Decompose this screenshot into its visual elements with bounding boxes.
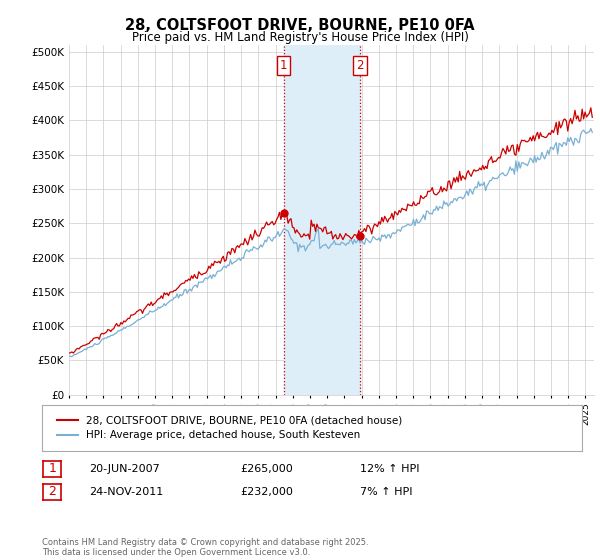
Text: 1: 1 <box>280 59 287 72</box>
Text: 2: 2 <box>48 485 56 498</box>
Text: £265,000: £265,000 <box>240 464 293 474</box>
Text: 2: 2 <box>356 59 364 72</box>
Text: 1: 1 <box>48 462 56 475</box>
Legend: 28, COLTSFOOT DRIVE, BOURNE, PE10 0FA (detached house), HPI: Average price, deta: 28, COLTSFOOT DRIVE, BOURNE, PE10 0FA (d… <box>53 411 406 445</box>
Text: Price paid vs. HM Land Registry's House Price Index (HPI): Price paid vs. HM Land Registry's House … <box>131 31 469 44</box>
Text: 24-NOV-2011: 24-NOV-2011 <box>89 487 163 497</box>
Text: £232,000: £232,000 <box>240 487 293 497</box>
Text: Contains HM Land Registry data © Crown copyright and database right 2025.
This d: Contains HM Land Registry data © Crown c… <box>42 538 368 557</box>
Bar <box>284 45 360 395</box>
Text: 28, COLTSFOOT DRIVE, BOURNE, PE10 0FA: 28, COLTSFOOT DRIVE, BOURNE, PE10 0FA <box>125 18 475 34</box>
Text: 12% ↑ HPI: 12% ↑ HPI <box>360 464 419 474</box>
Text: 7% ↑ HPI: 7% ↑ HPI <box>360 487 413 497</box>
Text: 20-JUN-2007: 20-JUN-2007 <box>89 464 160 474</box>
